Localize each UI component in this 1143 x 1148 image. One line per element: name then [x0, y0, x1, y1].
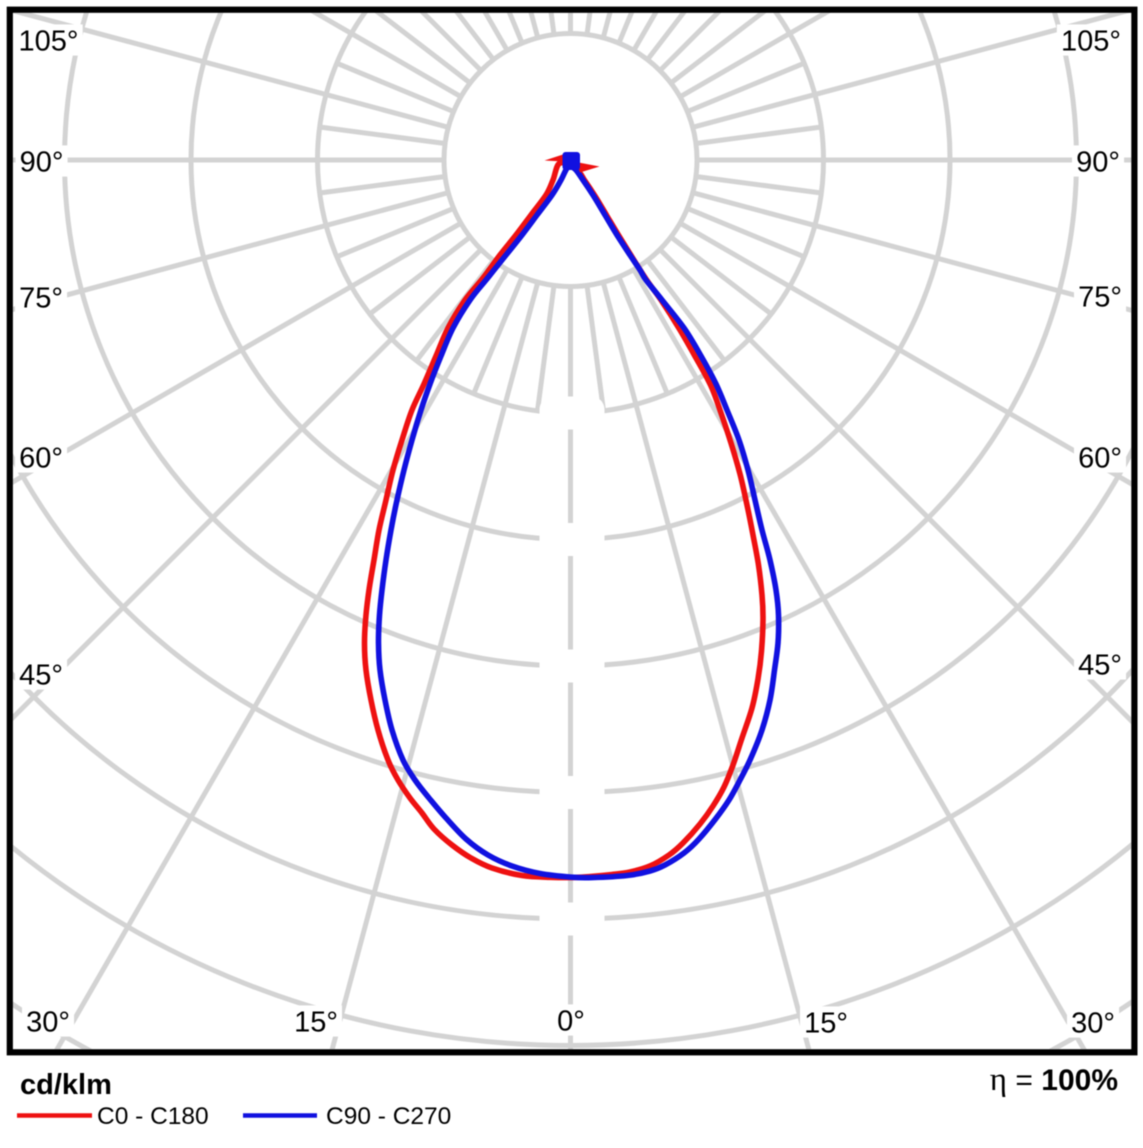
svg-text:60°: 60° — [1078, 442, 1122, 474]
svg-text:45°: 45° — [19, 659, 63, 691]
svg-text:η = 100%: η = 100% — [990, 1062, 1118, 1098]
svg-text:105°: 105° — [19, 25, 79, 57]
svg-text:90°: 90° — [20, 146, 64, 178]
svg-text:60°: 60° — [19, 442, 63, 474]
svg-text:15°: 15° — [294, 1006, 338, 1038]
svg-text:30°: 30° — [1071, 1007, 1115, 1039]
svg-text:30°: 30° — [26, 1006, 70, 1038]
svg-text:15°: 15° — [804, 1007, 848, 1039]
svg-text:45°: 45° — [1078, 649, 1122, 681]
svg-text:90°: 90° — [1076, 146, 1120, 178]
svg-text:75°: 75° — [1078, 281, 1122, 313]
svg-text:105°: 105° — [1061, 25, 1121, 57]
svg-text:75°: 75° — [19, 282, 63, 314]
svg-text:cd/klm: cd/klm — [20, 1069, 112, 1101]
svg-text:0°: 0° — [557, 1005, 585, 1037]
svg-text:C0 - C180: C0 - C180 — [97, 1103, 209, 1130]
svg-text:C90 - C270: C90 - C270 — [326, 1103, 451, 1130]
